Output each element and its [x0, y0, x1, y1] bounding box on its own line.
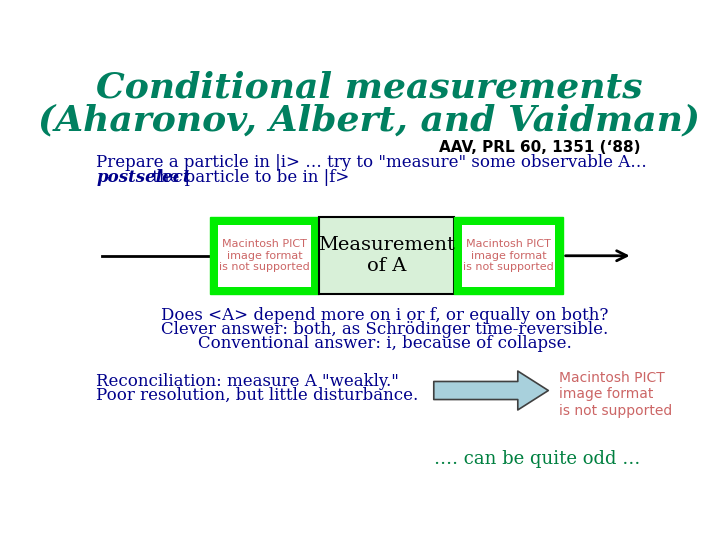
- Bar: [454, 217, 563, 294]
- Text: Conventional answer: i, because of collapse.: Conventional answer: i, because of colla…: [197, 335, 572, 352]
- Text: Macintosh PICT
image format
is not supported: Macintosh PICT image format is not suppo…: [463, 239, 554, 272]
- Text: AAV, PRL 60, 1351 (‘88): AAV, PRL 60, 1351 (‘88): [438, 140, 640, 156]
- Bar: [210, 217, 319, 294]
- FancyArrowPatch shape: [433, 371, 549, 410]
- Bar: [319, 217, 454, 294]
- Text: Conditional measurements: Conditional measurements: [96, 71, 642, 105]
- Text: Prepare a particle in |i> … try to "measure" some observable A…: Prepare a particle in |i> … try to "meas…: [96, 154, 647, 171]
- Text: …. can be quite odd …: …. can be quite odd …: [434, 450, 640, 468]
- Bar: [218, 225, 311, 287]
- Text: Poor resolution, but little disturbance.: Poor resolution, but little disturbance.: [96, 387, 418, 404]
- Text: (Aharonov, Albert, and Vaidman): (Aharonov, Albert, and Vaidman): [38, 103, 700, 137]
- Bar: [462, 225, 555, 287]
- Text: postselect: postselect: [96, 168, 191, 186]
- Text: Macintosh PICT
image format
is not supported: Macintosh PICT image format is not suppo…: [219, 239, 310, 272]
- Text: Macintosh PICT
image format
is not supported: Macintosh PICT image format is not suppo…: [559, 372, 672, 417]
- Text: Reconciliation: measure A "weakly.": Reconciliation: measure A "weakly.": [96, 373, 399, 390]
- Text: the particle to be in |f>: the particle to be in |f>: [147, 168, 349, 186]
- Text: Measurement
of A: Measurement of A: [318, 237, 455, 275]
- Text: Clever answer: both, as Schrödinger time-reversible.: Clever answer: both, as Schrödinger time…: [161, 321, 608, 338]
- Text: Does <A> depend more on i or f, or equally on both?: Does <A> depend more on i or f, or equal…: [161, 307, 608, 325]
